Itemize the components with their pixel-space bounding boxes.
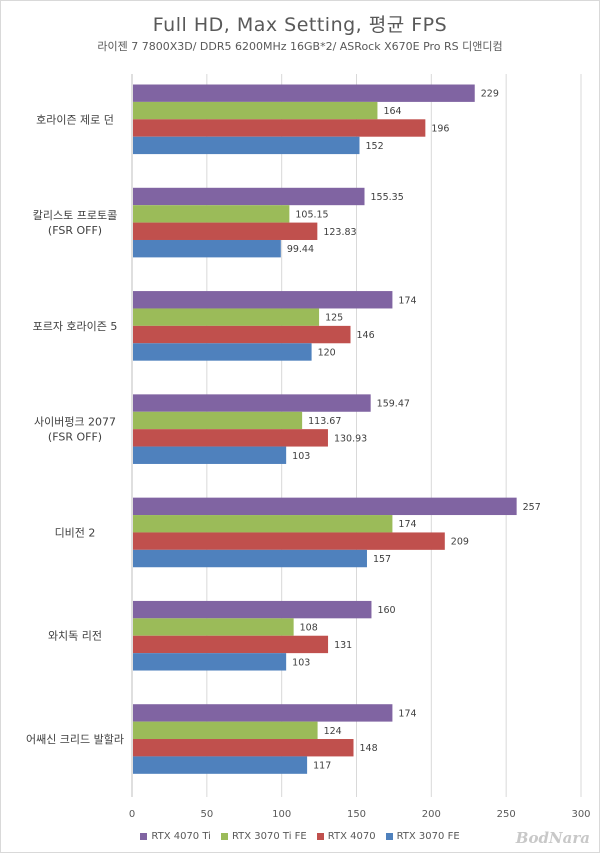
data-label: 103: [292, 451, 310, 462]
x-tick-label: 150: [347, 809, 366, 820]
x-tick-label: 250: [497, 809, 516, 820]
bar: [133, 653, 287, 671]
data-label: 174: [398, 295, 416, 306]
legend-label: RTX 3070 Ti FE: [231, 831, 307, 842]
data-label: 148: [360, 743, 378, 754]
bar: [133, 239, 281, 258]
data-label: 99.44: [287, 244, 314, 255]
category-label: 디비전 2: [55, 526, 96, 539]
bar: [133, 136, 360, 155]
chart-title: Full HD, Max Setting, 평균 FPS: [152, 14, 448, 36]
legend-label: RTX 4070: [327, 831, 376, 842]
legend-swatch: [385, 832, 393, 840]
data-label: 124: [324, 726, 342, 737]
bar: [133, 497, 517, 516]
x-tick-label: 100: [272, 809, 291, 820]
data-label: 159.47: [377, 399, 410, 410]
bar: [133, 101, 378, 120]
data-label: 174: [398, 519, 416, 530]
bar: [133, 84, 475, 102]
legend-swatch: [316, 832, 324, 840]
bar: [133, 205, 290, 223]
category-label: 포르자 호라이즌 5: [33, 320, 118, 333]
legend-item: RTX 3070 FE: [385, 831, 460, 842]
data-label: 229: [481, 89, 499, 100]
x-tick-label: 50: [200, 809, 213, 820]
bar: [133, 549, 367, 568]
legend-label: RTX 4070 Ti: [151, 831, 211, 842]
bar: [133, 187, 365, 206]
data-label: 160: [377, 605, 395, 616]
bar: [133, 394, 371, 412]
x-tick-label: 300: [571, 809, 590, 820]
data-label: 113.67: [308, 416, 341, 427]
data-label: 155.35: [371, 192, 404, 203]
data-label: 209: [451, 537, 469, 548]
bodnara-logo: BodNara: [515, 829, 590, 847]
bar: [133, 739, 354, 757]
data-label: 120: [318, 347, 336, 358]
bar: [133, 429, 328, 447]
category-label: 사이버펑크 2077: [34, 416, 116, 429]
bar: [133, 756, 308, 774]
legend-item: RTX 4070: [316, 831, 376, 842]
x-tick-label: 200: [422, 809, 441, 820]
data-label: 117: [313, 761, 331, 772]
data-label: 103: [292, 657, 310, 668]
bar: [133, 343, 312, 361]
bar: [133, 222, 318, 240]
bar: [133, 635, 329, 654]
bar: [133, 411, 303, 430]
bar: [133, 325, 351, 344]
bar: [133, 446, 287, 464]
bar: [133, 600, 372, 619]
data-label: 174: [398, 708, 416, 719]
data-label: 164: [383, 106, 401, 117]
data-label: 123.83: [323, 227, 356, 238]
data-label: 146: [357, 330, 375, 341]
chart-legend: RTX 4070 Ti RTX 3070 Ti FE RTX 4070 RTX 307…: [0, 831, 600, 842]
data-label: 152: [365, 141, 383, 152]
bar: [133, 291, 393, 309]
data-label: 125: [325, 313, 343, 324]
legend-item: RTX 4070 Ti: [140, 831, 211, 842]
data-label: 157: [373, 554, 391, 565]
bar: [133, 308, 320, 326]
data-label: 131: [334, 640, 352, 651]
data-label: 105.15: [295, 209, 328, 220]
data-label: 257: [523, 502, 541, 513]
bar: [133, 532, 445, 550]
category-label: 호라이즌 제로 던: [36, 113, 114, 126]
bar: [133, 515, 393, 533]
bar: [133, 618, 294, 636]
bar: [133, 704, 393, 722]
data-label: 196: [431, 124, 449, 135]
chart-subtitle: 라이젠 7 7800X3D/ DDR5 6200MHz 16GB*2/ ASRo…: [97, 40, 503, 53]
legend-label: RTX 3070 FE: [396, 831, 460, 842]
legend-swatch: [140, 832, 148, 840]
category-label: (FSR OFF): [48, 431, 102, 444]
category-label: (FSR OFF): [48, 224, 102, 237]
category-label: 칼리스토 프로토콜: [33, 209, 117, 222]
x-tick-label: 0: [129, 809, 135, 820]
legend-swatch: [220, 832, 228, 840]
category-label: 와치독 리전: [48, 630, 102, 643]
data-label: 130.93: [334, 433, 367, 444]
category-label: 어쌔신 크리드 발할라: [26, 733, 124, 746]
bar: [133, 119, 426, 137]
bar: [133, 721, 318, 740]
legend-item: RTX 3070 Ti FE: [220, 831, 307, 842]
data-label: 108: [300, 623, 318, 634]
